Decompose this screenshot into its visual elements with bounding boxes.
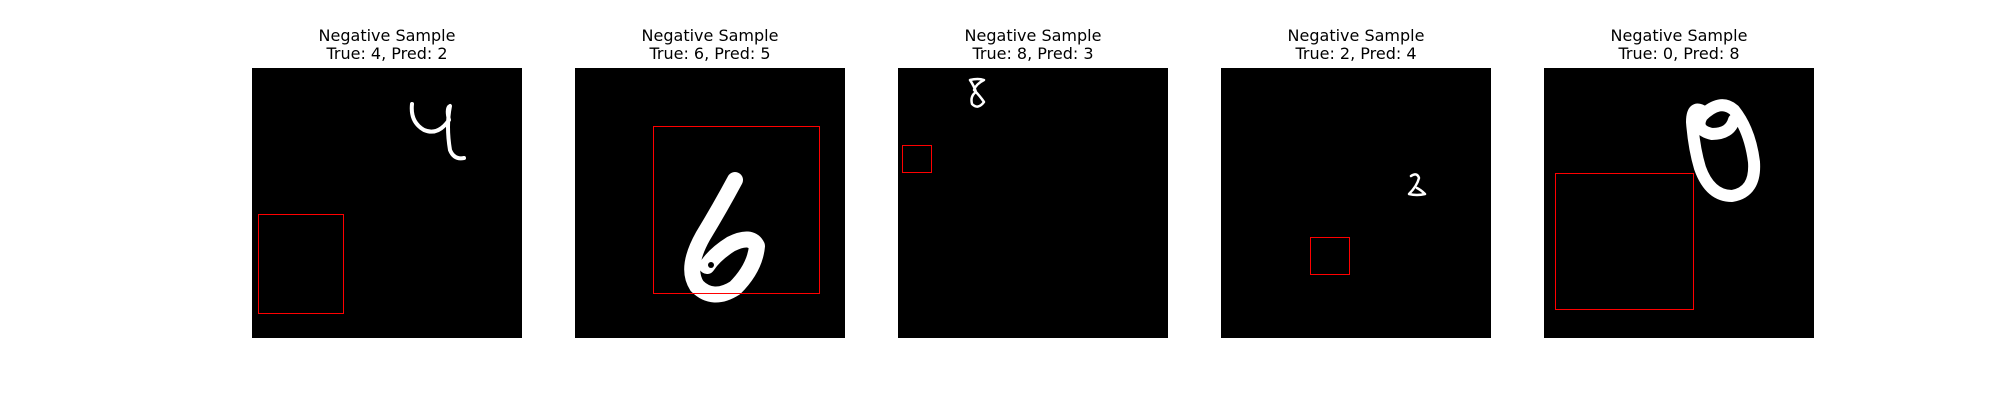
digit-image: [1221, 68, 1491, 338]
panel-title: Negative Sample True: 8, Pred: 3: [858, 27, 1208, 63]
panel-title-caption: True: 6, Pred: 5: [649, 44, 771, 63]
panel-title-caption: True: 8, Pred: 3: [972, 44, 1094, 63]
handwritten-digit-zero: [1686, 99, 1761, 202]
digit-image: [1544, 68, 1814, 338]
digit-image: [898, 68, 1168, 338]
handwritten-digit-eight: [968, 77, 986, 108]
panel-title-heading: Negative Sample: [1610, 26, 1748, 45]
bounding-box: [258, 214, 344, 314]
panel-title: Negative Sample True: 4, Pred: 2: [212, 27, 562, 63]
digit-image: [575, 68, 845, 338]
sample-panel-2: Negative Sample True: 6, Pred: 5: [575, 0, 845, 400]
sample-panel-4: Negative Sample True: 2, Pred: 4: [1221, 0, 1491, 400]
panel-title-caption: True: 0, Pred: 8: [1618, 44, 1740, 63]
digit-image: [252, 68, 522, 338]
handwritten-digit-two: [1407, 173, 1427, 197]
panel-title-heading: Negative Sample: [1287, 26, 1425, 45]
bounding-box: [1310, 237, 1350, 275]
sample-panel-3: Negative Sample True: 8, Pred: 3: [898, 0, 1168, 400]
panel-title-caption: True: 4, Pred: 2: [326, 44, 448, 63]
panel-title-heading: Negative Sample: [318, 26, 456, 45]
bounding-box: [1555, 173, 1694, 310]
sample-panel-5: Negative Sample True: 0, Pred: 8: [1544, 0, 1814, 400]
handwritten-digit-four: [409, 102, 466, 161]
panel-title-heading: Negative Sample: [964, 26, 1102, 45]
bounding-box: [653, 126, 820, 294]
bounding-box: [902, 145, 932, 173]
panel-title: Negative Sample True: 0, Pred: 8: [1504, 27, 1854, 63]
panel-title-caption: True: 2, Pred: 4: [1295, 44, 1417, 63]
handwritten-digit-six: [684, 172, 765, 303]
sample-panel-1: Negative Sample True: 4, Pred: 2: [252, 0, 522, 400]
panel-title-heading: Negative Sample: [641, 26, 779, 45]
panel-title: Negative Sample True: 6, Pred: 5: [535, 27, 885, 63]
panel-title: Negative Sample True: 2, Pred: 4: [1181, 27, 1531, 63]
